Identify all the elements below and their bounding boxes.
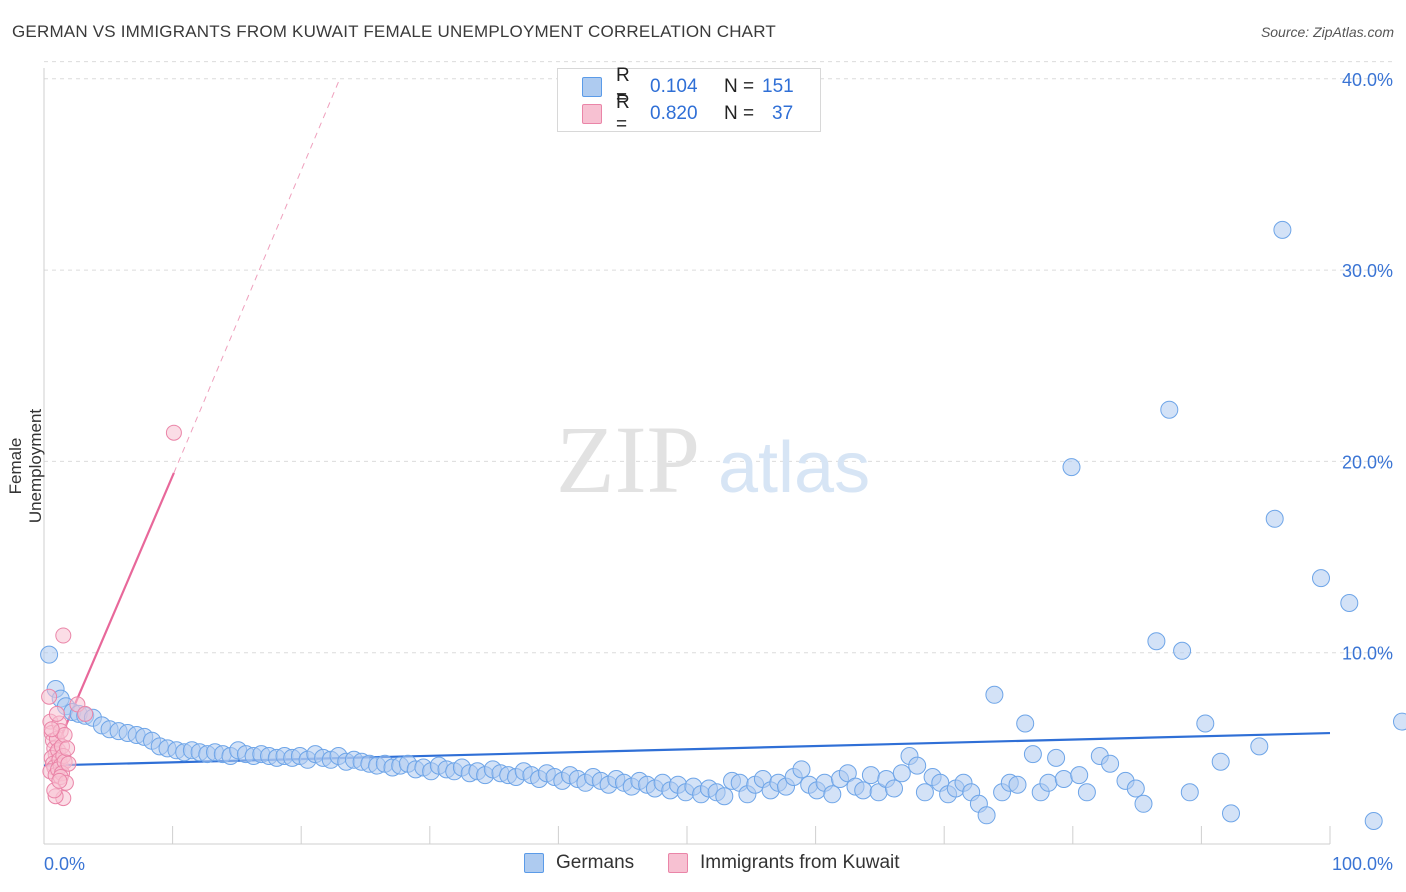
y-axis-label: Female Unemployment (6, 408, 45, 524)
legend-item-kuwait: Immigrants from Kuwait (668, 852, 900, 874)
point-germans (1134, 794, 1153, 813)
point-germans (40, 645, 59, 664)
point-germans (1016, 714, 1035, 733)
point-germans (1147, 632, 1166, 651)
point-germans (715, 787, 734, 806)
point-germans (1062, 458, 1081, 477)
point-germans (1222, 804, 1240, 823)
legend-swatch-germans (524, 853, 544, 873)
point-germans (1101, 754, 1120, 773)
point-germans (1312, 569, 1330, 588)
point-germans (1173, 641, 1192, 660)
legend-swatch-kuwait (668, 853, 688, 873)
points-layer (40, 220, 1406, 830)
correlation-legend: R = 0.104 N = 151 R = 0.820 N = 37 (557, 65, 821, 135)
point-germans (892, 764, 911, 783)
legend-n-label: N = (724, 103, 755, 124)
chart-title: GERMAN VS IMMIGRANTS FROM KUWAIT FEMALE … (12, 22, 776, 41)
point-germans (1160, 400, 1179, 419)
trend-line-kuwait-extension (173, 78, 341, 474)
point-germans (1008, 775, 1027, 794)
legend-r-value: 0.820 (650, 103, 698, 124)
axes-layer (43, 68, 1331, 845)
legend-item-germans: Germans (524, 852, 634, 874)
point-germans (977, 806, 996, 825)
point-germans (1393, 712, 1406, 731)
point-germans (1023, 745, 1042, 764)
point-germans (1070, 766, 1089, 785)
grid-layer (44, 61, 1392, 654)
point-germans (1054, 770, 1073, 788)
point-kuwait (59, 740, 76, 757)
point-germans (908, 756, 927, 775)
legend-r-value: 0.104 (650, 76, 698, 97)
legend-row-kuwait: R = 0.820 N = 37 (582, 92, 794, 135)
point-germans (838, 764, 857, 783)
point-germans (885, 779, 903, 798)
point-germans (1180, 783, 1199, 802)
legend-r-label: R = (616, 92, 630, 135)
point-kuwait (51, 772, 68, 789)
watermark-atlas: atlas (718, 428, 870, 508)
point-germans (1273, 220, 1292, 239)
point-kuwait (48, 705, 65, 722)
x-tick-label: 0.0% (44, 854, 85, 874)
point-kuwait (55, 627, 72, 644)
watermark-zip: ZIP (556, 406, 700, 513)
point-germans (861, 766, 880, 785)
legend-swatch-kuwait (582, 104, 602, 124)
x-tick-label: 100.0% (1332, 854, 1393, 874)
legend-n-value: 151 (762, 76, 794, 97)
point-germans (823, 785, 842, 804)
legend-label-kuwait: Immigrants from Kuwait (700, 852, 900, 873)
point-germans (1077, 783, 1096, 802)
point-germans (1126, 779, 1145, 798)
legend-r-label: R = (616, 65, 630, 108)
y-tick-label: 20.0% (1342, 452, 1393, 472)
point-kuwait (165, 424, 182, 441)
point-kuwait (77, 705, 94, 722)
tick-label-layer: 10.0% 20.0% 30.0% 40.0% 0.0% 100.0% (44, 70, 1393, 874)
point-kuwait (60, 755, 77, 772)
y-tick-label: 30.0% (1342, 261, 1393, 281)
point-germans (985, 685, 1004, 704)
point-germans (1364, 812, 1383, 830)
point-germans (792, 760, 811, 779)
point-kuwait (41, 688, 58, 705)
point-germans (915, 783, 934, 802)
series-legend: Germans Immigrants from Kuwait (0, 852, 1406, 878)
legend-n-value: 37 (772, 103, 794, 124)
watermark: ZIP atlas (556, 406, 870, 513)
point-germans (1196, 714, 1215, 733)
point-germans (1340, 594, 1359, 612)
point-germans (1250, 737, 1269, 756)
source-label: Source: ZipAtlas.com (1260, 24, 1394, 40)
point-germans (1039, 773, 1058, 792)
y-tick-label: 10.0% (1342, 644, 1393, 664)
point-germans (1265, 509, 1284, 528)
point-germans (854, 781, 873, 800)
legend-swatch-germans (582, 77, 602, 97)
legend-label-germans: Germans (556, 852, 635, 873)
legend-row-germans: R = 0.104 N = 151 (582, 65, 794, 108)
point-kuwait (43, 721, 60, 738)
legend-n-label: N = (724, 76, 755, 97)
point-germans (1211, 752, 1230, 771)
point-germans (1047, 748, 1066, 767)
y-tick-label: 40.0% (1342, 70, 1393, 90)
